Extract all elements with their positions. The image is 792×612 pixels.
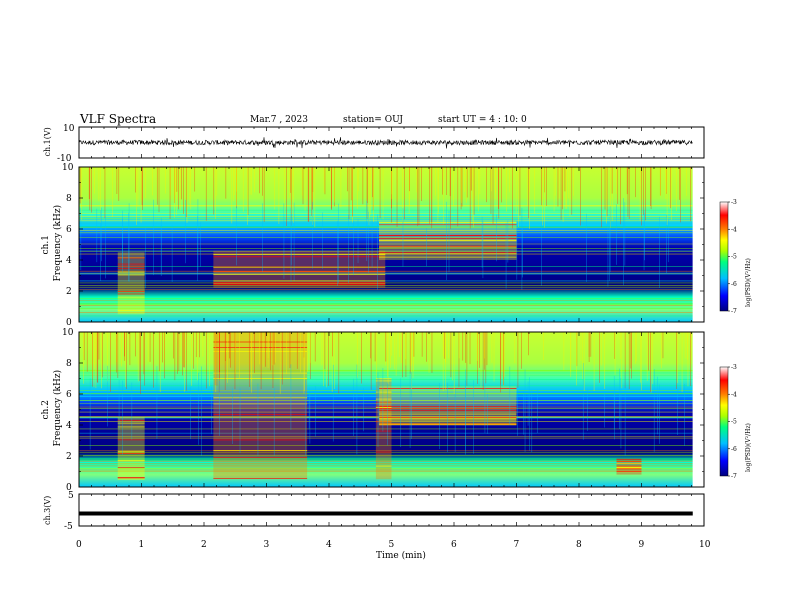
ylabel-frequency: Frequency (kHz): [52, 205, 63, 282]
station-label: station= OUJ: [343, 115, 404, 125]
x-ticklabel: 6: [451, 540, 457, 550]
colorbar-label: log(PSD)(V²/Hz): [745, 258, 752, 307]
no-data-region: [692, 332, 704, 487]
y-ticklabel: 6: [66, 390, 72, 400]
y-ticklabel: 0: [66, 483, 72, 493]
ch3-ytick-bottom: -5: [64, 522, 73, 532]
ch1-ytick-top: 10: [63, 124, 75, 134]
spectral-feature: [117, 252, 145, 315]
y-ticklabel: 0: [66, 318, 72, 328]
y-ticklabel: 2: [66, 287, 72, 297]
y-ticklabel: 6: [66, 225, 72, 235]
ch1-waveform-panel: 10 -10 ch.1(V): [43, 124, 705, 164]
colorbar-ticklabel: -4: [731, 391, 737, 398]
x-ticklabel: 7: [514, 540, 520, 550]
ch1-ytick-bottom: -10: [57, 154, 72, 164]
ch3-ytick-top: 5: [68, 491, 74, 501]
colorbar-ticklabel: -6: [731, 281, 737, 288]
ch3-waveform-panel: 5 -5 ch.3(V): [43, 491, 705, 532]
colorbar-gradient: [719, 366, 729, 477]
colorbar-ticklabel: -3: [731, 199, 737, 206]
colorbar-ticklabel: -5: [731, 419, 737, 426]
x-ticklabel: 0: [76, 540, 82, 550]
y-ticklabel: 4: [66, 256, 72, 266]
x-ticklabel: 2: [201, 540, 207, 550]
ch1-trace: [78, 137, 693, 149]
colorbar-ticklabel: -4: [731, 226, 737, 233]
y-ticklabel: 8: [66, 194, 72, 204]
ch2-colorbar: -3 -4 -5 -6 -7 log(PSD)(V²/Hz): [719, 364, 752, 480]
y-ticklabel: 10: [62, 328, 74, 338]
colorbar-gradient: [719, 201, 729, 312]
figure-title: VLF Spectra: [80, 112, 157, 126]
colorbar-ticklabel: -6: [731, 446, 737, 453]
ch2-spectrogram-panel: 0 2 4 6 8 10 ch.2 Frequency (kHz): [41, 328, 705, 493]
colorbar-ticklabel: -5: [731, 254, 737, 261]
time-axis: 0 1 2 3 4 5 6 7 8 9 10 Time (min): [76, 540, 711, 561]
x-ticklabel: 8: [576, 540, 582, 550]
y-ticklabel: 8: [66, 359, 72, 369]
colorbar-ticklabel: -7: [731, 473, 737, 480]
ylabel-frequency: Frequency (kHz): [52, 370, 63, 447]
ch1-colorbar: -3 -4 -5 -6 -7 log(PSD)(V²/Hz): [719, 199, 752, 315]
colorbar-ticklabel: -3: [731, 364, 737, 371]
ch1-ylabel: ch.1(V): [43, 127, 52, 156]
date-label: Mar.7 , 2023: [250, 115, 308, 125]
no-data-region: [692, 167, 704, 322]
y-ticklabel: 4: [66, 421, 72, 431]
y-ticklabel: 2: [66, 452, 72, 462]
x-ticklabel: 1: [139, 540, 145, 550]
colorbar-label: log(PSD)(V²/Hz): [745, 423, 752, 472]
colorbar-ticklabel: -7: [731, 308, 737, 315]
start-time-label: start UT = 4 : 10: 0: [438, 115, 527, 125]
ylabel-channel: ch.2: [41, 400, 51, 419]
x-ticklabel: 10: [699, 540, 711, 550]
ch1-spectrogram-panel: 0 2 4 6 8 10 ch.1 Frequency (kHz): [41, 163, 705, 328]
panel-frame: [78, 493, 705, 527]
ylabel-channel: ch.1: [41, 235, 51, 254]
spectral-feature: [213, 332, 308, 480]
y-ticklabel: 10: [62, 163, 74, 173]
x-ticklabel: 3: [264, 540, 270, 550]
ch3-ylabel: ch.3(V): [43, 496, 52, 525]
x-ticklabel: 4: [326, 540, 332, 550]
x-ticklabel: 9: [639, 540, 645, 550]
x-ticklabel: 5: [389, 540, 395, 550]
x-axis-label: Time (min): [376, 550, 426, 561]
